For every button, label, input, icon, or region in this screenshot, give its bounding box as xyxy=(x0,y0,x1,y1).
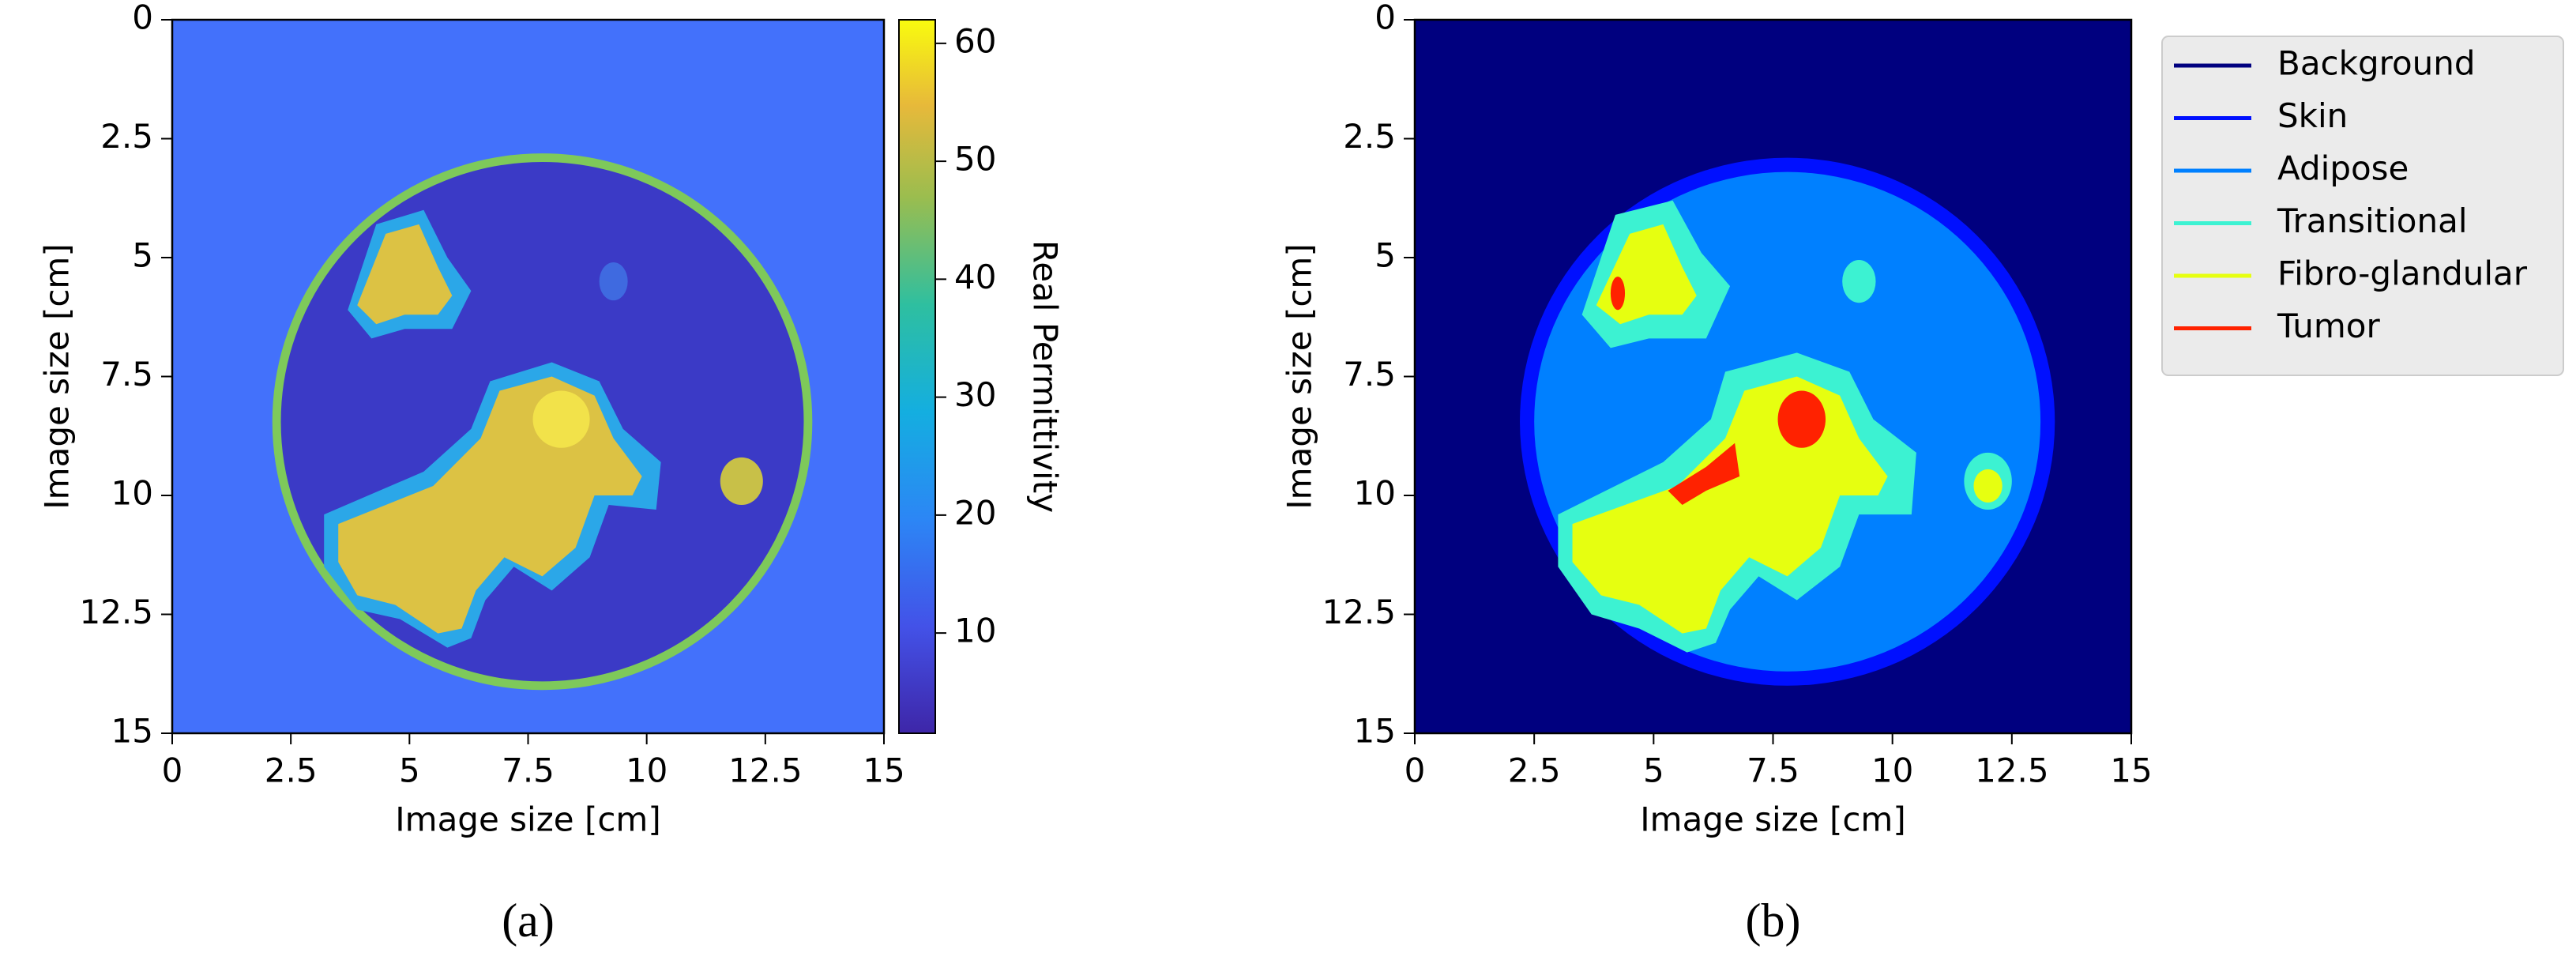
y-tick-label: 15 xyxy=(1354,712,1396,751)
colorbar-tick-label: 30 xyxy=(954,375,996,414)
x-tick-label: 0 xyxy=(162,751,183,790)
x-axis-label: Image size [cm] xyxy=(1640,800,1905,839)
colorbar-tick-label: 40 xyxy=(954,258,996,296)
legend-label: Fibro-glandular xyxy=(2277,254,2528,293)
colorbar-tick-label: 20 xyxy=(954,493,996,532)
colorbar-tick-label: 50 xyxy=(954,140,996,179)
y-tick-label: 0 xyxy=(1374,0,1396,37)
colorbar-tick-label: 60 xyxy=(954,21,996,60)
x-tick-label: 10 xyxy=(626,751,668,790)
colorbar xyxy=(898,19,936,734)
x-tick-label: 12.5 xyxy=(1975,751,2049,790)
x-tick-label: 5 xyxy=(399,751,420,790)
x-tick-label: 15 xyxy=(2110,751,2152,790)
heatmap-image xyxy=(172,20,884,733)
x-tick-label: 5 xyxy=(1643,751,1664,790)
y-tick-label: 5 xyxy=(132,236,153,275)
y-tick-label: 0 xyxy=(132,0,153,37)
y-axis-label: Image size [cm] xyxy=(1280,243,1319,509)
y-tick-label: 15 xyxy=(111,712,153,751)
panel-caption: (a) xyxy=(502,894,555,947)
legend-box xyxy=(2161,36,2564,376)
y-tick-label: 5 xyxy=(1374,236,1396,275)
x-tick-label: 2.5 xyxy=(1508,751,1561,790)
x-tick-label: 7.5 xyxy=(502,751,555,790)
legend-label: Transitional xyxy=(2277,201,2468,240)
x-tick-label: 10 xyxy=(1871,751,1913,790)
panel-caption: (b) xyxy=(1746,894,1801,947)
y-axis-label: Image size [cm] xyxy=(38,243,77,509)
legend-label: Tumor xyxy=(2277,307,2381,345)
x-tick-label: 2.5 xyxy=(265,751,318,790)
segmentation-image xyxy=(1415,20,2131,733)
y-tick-label: 12.5 xyxy=(79,593,153,631)
legend-label: Background xyxy=(2277,44,2476,83)
y-tick-label: 12.5 xyxy=(1322,593,1396,631)
y-tick-label: 10 xyxy=(111,474,153,513)
colorbar-label: Real Permittivity xyxy=(1026,240,1065,513)
x-axis-label: Image size [cm] xyxy=(395,800,660,839)
colorbar-tick-label: 10 xyxy=(954,612,996,650)
x-tick-label: 0 xyxy=(1405,751,1426,790)
x-tick-label: 12.5 xyxy=(728,751,803,790)
y-tick-label: 2.5 xyxy=(1343,117,1396,156)
x-tick-label: 7.5 xyxy=(1747,751,1799,790)
x-tick-label: 15 xyxy=(863,751,904,790)
y-tick-label: 2.5 xyxy=(100,117,153,156)
y-tick-label: 10 xyxy=(1354,474,1396,513)
legend-label: Adipose xyxy=(2277,149,2409,188)
legend-label: Skin xyxy=(2277,96,2348,135)
y-tick-label: 7.5 xyxy=(1343,355,1396,394)
y-tick-label: 7.5 xyxy=(100,355,153,394)
